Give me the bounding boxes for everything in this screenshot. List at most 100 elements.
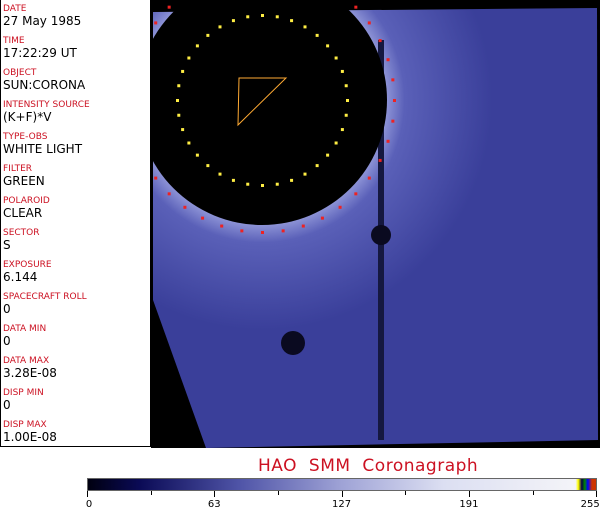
limb-dot [367,176,371,180]
field-value: GREEN [3,174,45,188]
colorbar-tick [468,491,470,497]
limb-dot [378,158,382,162]
limb-dot [154,21,158,25]
field-label: INTENSITY SOURCE [3,100,90,110]
colorbar-tick [87,491,88,497]
field-intensity-source: INTENSITY SOURCE (K+F)*V [3,100,90,124]
coronagraph-image [151,0,600,448]
field-label: POLAROID [3,196,50,206]
limb-dot [187,141,191,145]
colorbar-tick-label: 0 [85,499,93,510]
limb-dot [231,178,235,182]
field-label: DATE [3,4,27,14]
field-label: TIME [3,36,25,46]
instrument-title: HAO SMM Coronagraph [258,456,479,476]
field-label: FILTER [3,164,33,174]
field-data-min: DATA MIN 0 [3,324,46,348]
limb-dot [195,44,199,48]
limb-dot [218,172,222,176]
field-time: TIME 17:22:29 UT [3,36,77,60]
limb-dot [290,178,294,182]
limb-dot [218,25,222,29]
limb-dot [181,128,185,132]
colorbar-tick [341,491,343,497]
limb-dot [326,44,330,48]
field-disp-min: DISP MIN 0 [3,388,44,412]
limb-dot [240,229,244,233]
field-type-obs: TYPE-OBS WHITE LIGHT [3,132,82,156]
field-label: EXPOSURE [3,260,52,270]
field-value: S [3,238,11,252]
limb-dot [275,15,279,19]
colorbar-tick-label: 63 [207,499,221,510]
limb-dot [231,19,235,23]
limb-dot [183,205,187,209]
colorbar-minor-tick [405,491,407,495]
field-value: 27 May 1985 [3,14,82,28]
field-value: WHITE LIGHT [3,142,83,156]
field-polaroid: POLAROID CLEAR [3,196,50,220]
limb-dot [177,113,181,117]
field-label: SPACECRAFT ROLL [3,292,87,302]
field-value: 0 [3,302,11,316]
colorbar-tick-label: 191 [459,499,479,510]
limb-dot [201,216,205,220]
limb-dot [187,56,191,60]
limb-dot [177,84,181,88]
field-object: OBJECT SUN:CORONA [3,68,85,92]
colorbar-minor-tick [150,491,152,495]
limb-dot [386,58,390,62]
field-label: DISP MAX [3,420,47,430]
field-sector: SECTOR S [3,228,40,252]
limb-dot [326,153,330,157]
limb-dot [167,5,171,9]
limb-dot [261,14,264,17]
solar-limb-markers [154,5,396,234]
field-label: SECTOR [3,228,40,238]
limb-dot [220,224,224,228]
limb-dot [290,19,294,23]
dark-spot [281,331,305,355]
field-label: OBJECT [3,68,37,78]
colorbar [87,478,597,491]
occulter-disk [151,0,387,225]
limb-dot [246,182,250,186]
limb-dot [195,153,199,157]
limb-dot [206,33,210,37]
field-label: DISP MIN [3,388,44,398]
field-exposure: EXPOSURE 6.144 [3,260,52,284]
field-label: DATA MAX [3,356,50,366]
limb-dot [261,231,264,234]
limb-dot [340,128,344,132]
field-value: 3.28E-08 [3,366,57,380]
limb-dot [378,39,382,43]
limb-dot [334,56,338,60]
limb-dot [393,99,396,102]
colorbar-tick-label: 127 [332,499,352,510]
limb-dot [338,205,342,209]
limb-dot [261,184,264,187]
limb-dot [320,216,324,220]
limb-dot [206,164,210,168]
limb-dot [367,21,371,25]
limb-dot [154,176,158,180]
field-value: CLEAR [3,206,43,220]
limb-dot [181,69,185,73]
limb-dot [391,119,395,123]
limb-dot [303,172,307,176]
limb-dot [346,99,349,102]
limb-dot [334,141,338,145]
limb-dot [301,224,305,228]
colorbar-minor-tick [277,491,279,495]
field-data-max: DATA MAX 3.28E-08 [3,356,57,380]
field-value: 6.144 [3,270,38,284]
field-value: 17:22:29 UT [3,46,77,60]
colorbar-tick [596,491,598,497]
limb-dot [246,15,250,19]
limb-dot [386,139,390,143]
limb-dot [275,182,279,186]
limb-dot [354,5,358,9]
colorbar-tick [214,491,216,497]
limb-dot [281,229,285,233]
field-value: (K+F)*V [3,110,52,124]
